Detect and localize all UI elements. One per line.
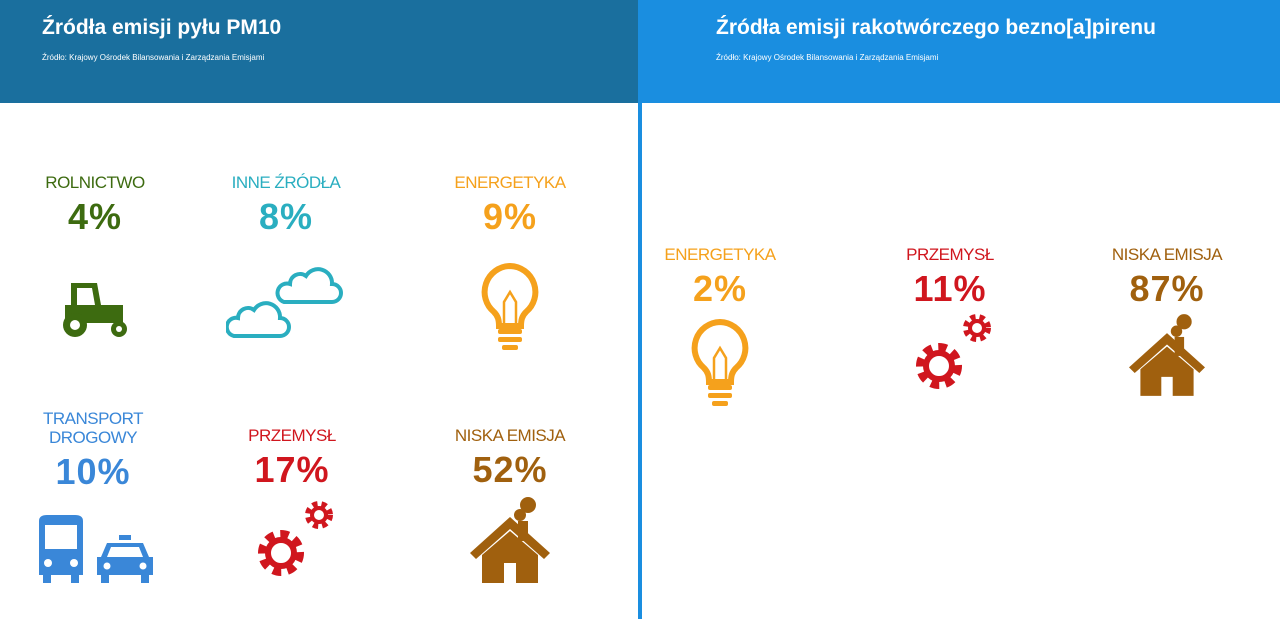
bulb-icon <box>478 262 542 352</box>
item-label: TRANSPORT DROGOWY <box>42 409 144 447</box>
source-item: ENERGETYKA 9% <box>410 173 610 352</box>
source-item: NISKA EMISJA 52% <box>410 426 610 585</box>
item-label: PRZEMYSŁ <box>906 245 994 264</box>
item-label: NISKA EMISJA <box>1111 245 1223 264</box>
clouds-icon <box>226 262 346 342</box>
tractor-icon <box>55 278 135 340</box>
house-icon <box>1129 312 1205 398</box>
bulb-icon <box>688 318 752 408</box>
panel-bap: Źródła emisji rakotwórczego bezno[a]pire… <box>642 0 1280 619</box>
car-icon <box>95 535 155 585</box>
panel-source: Źródło: Krajowy Ośrodek Bilansowania i Z… <box>716 53 939 62</box>
item-value: 11% <box>913 268 987 309</box>
source-item: PRZEMYSŁ 11% <box>850 245 1050 400</box>
item-label: NISKA EMISJA <box>454 426 566 445</box>
item-value: 2% <box>692 268 748 309</box>
divider <box>638 0 642 619</box>
panel-source: Źródło: Krajowy Ośrodek Bilansowania i Z… <box>42 53 265 62</box>
item-value: 8% <box>258 196 314 237</box>
item-value: 4% <box>67 196 123 237</box>
item-label: PRZEMYSŁ <box>248 426 336 445</box>
source-item: TRANSPORT DROGOWY 10% <box>0 409 193 590</box>
transport-icons <box>0 515 193 590</box>
source-item: ENERGETYKA 2% <box>620 245 820 408</box>
house-icon <box>470 495 550 585</box>
item-value: 52% <box>472 449 548 490</box>
item-label: ENERGETYKA <box>454 173 566 192</box>
item-label: ROLNICTWO <box>45 173 145 192</box>
panel-header: Źródła emisji pyłu PM10 Źródło: Krajowy … <box>0 0 638 103</box>
source-item: PRZEMYSŁ 17% <box>192 426 392 587</box>
panel-title: Źródła emisji pyłu PM10 <box>42 16 282 39</box>
gears-icon <box>247 497 337 587</box>
item-value: 87% <box>1129 268 1205 309</box>
panel-pm10: Źródła emisji pyłu PM10 Źródło: Krajowy … <box>0 0 638 619</box>
item-value: 9% <box>482 196 538 237</box>
panel-title: Źródła emisji rakotwórczego bezno[a]pire… <box>716 16 1156 39</box>
item-label: ENERGETYKA <box>664 245 776 264</box>
item-value: 10% <box>55 451 131 492</box>
item-value: 17% <box>254 449 330 490</box>
panel-header: Źródła emisji rakotwórczego bezno[a]pire… <box>642 0 1280 103</box>
bus-icon <box>31 515 91 585</box>
gears-icon <box>905 310 995 400</box>
item-label: INNE ŹRÓDŁA <box>231 173 341 192</box>
source-item: INNE ŹRÓDŁA 8% <box>186 173 386 342</box>
source-item: ROLNICTWO 4% <box>0 173 195 340</box>
source-item: NISKA EMISJA 87% <box>1067 245 1267 398</box>
